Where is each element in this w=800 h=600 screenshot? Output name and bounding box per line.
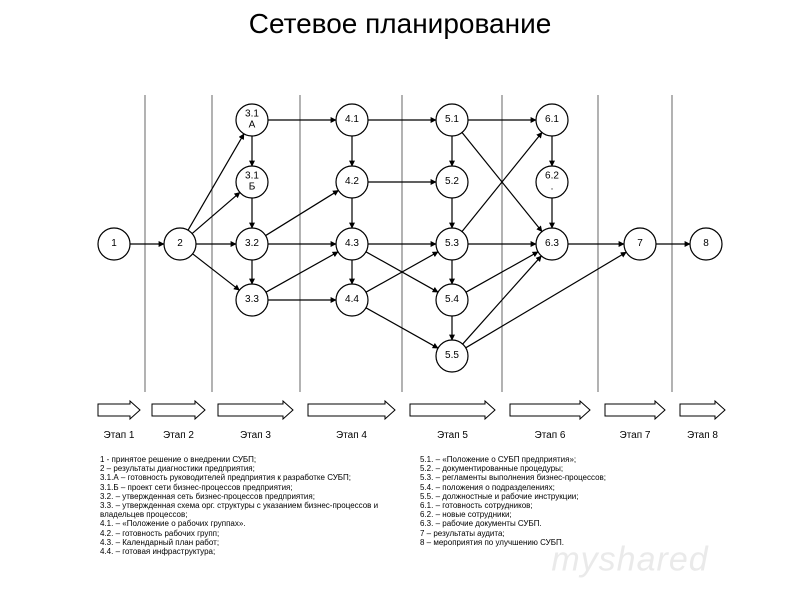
legend: 1 - принятое решение о внедрении СУБП; 2… [100,455,720,556]
legend-col-right: 5.1. – «Положение о СУБП предприятия»; 5… [420,455,720,556]
legend-col-left: 1 - принятое решение о внедрении СУБП; 2… [100,455,400,556]
